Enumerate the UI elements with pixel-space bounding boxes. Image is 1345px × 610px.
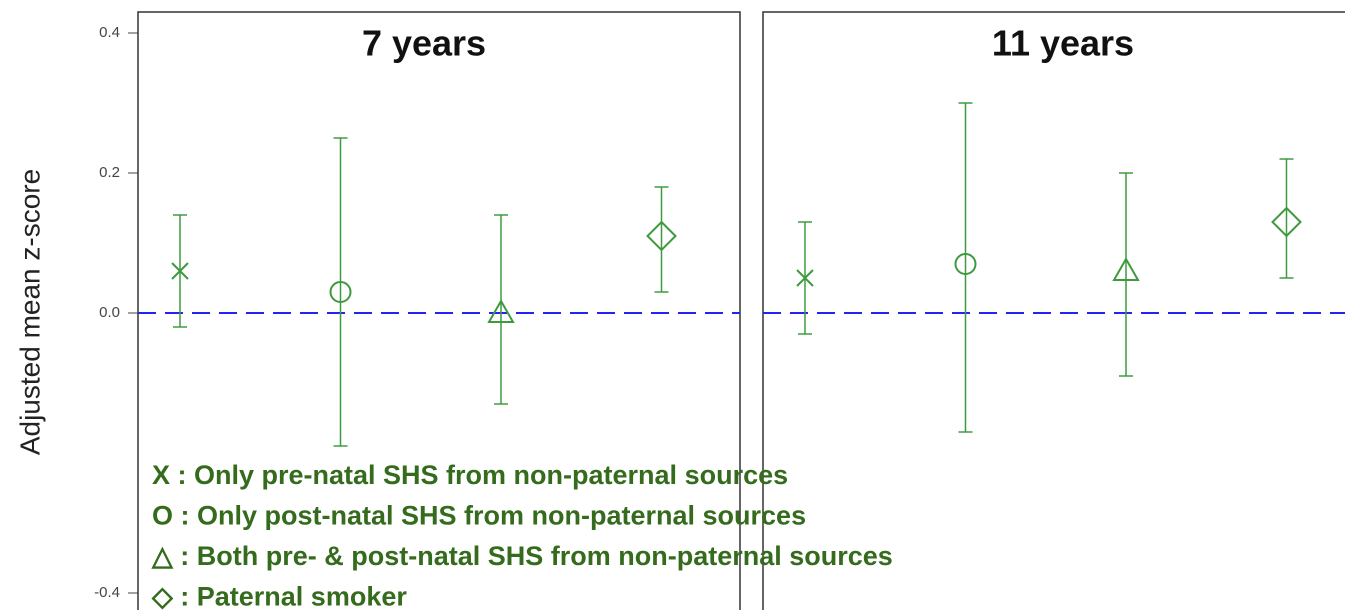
error-bar (958, 102, 973, 433)
y-tick-label: 0.4 (99, 24, 120, 41)
error-bar (1279, 158, 1294, 279)
marker-circle (954, 253, 977, 275)
panel-frame (762, 11, 1345, 610)
y-axis-label: Adjusted mean z-score (14, 169, 45, 455)
y-tick-label: 0.0 (99, 304, 120, 321)
legend-entry: O : Only post-natal SHS from non-paterna… (152, 501, 806, 531)
legend-entry: X : Only pre-natal SHS from non-paternal… (152, 460, 788, 490)
error-bar (654, 186, 669, 293)
error-bar (333, 137, 348, 447)
legend-entry: ◇ : Paternal smoker (151, 582, 407, 610)
error-bar (494, 214, 508, 405)
marker-x (796, 269, 814, 287)
marker-triangle (1112, 256, 1140, 281)
panel-title: 11 years (992, 23, 1134, 64)
marker-x (171, 262, 189, 280)
y-tick-label: -0.4 (94, 584, 120, 601)
marker-diamond (646, 220, 677, 252)
y-tick-label: 0.2 (99, 164, 120, 181)
error-bar (1119, 172, 1133, 377)
panel-frame (137, 11, 741, 610)
marker-triangle (487, 298, 515, 323)
marker-circle (329, 281, 352, 303)
legend-entry: △ : Both pre- & post-natal SHS from non-… (151, 541, 893, 571)
panel-title: 7 years (362, 23, 486, 64)
marker-diamond (1271, 206, 1302, 238)
